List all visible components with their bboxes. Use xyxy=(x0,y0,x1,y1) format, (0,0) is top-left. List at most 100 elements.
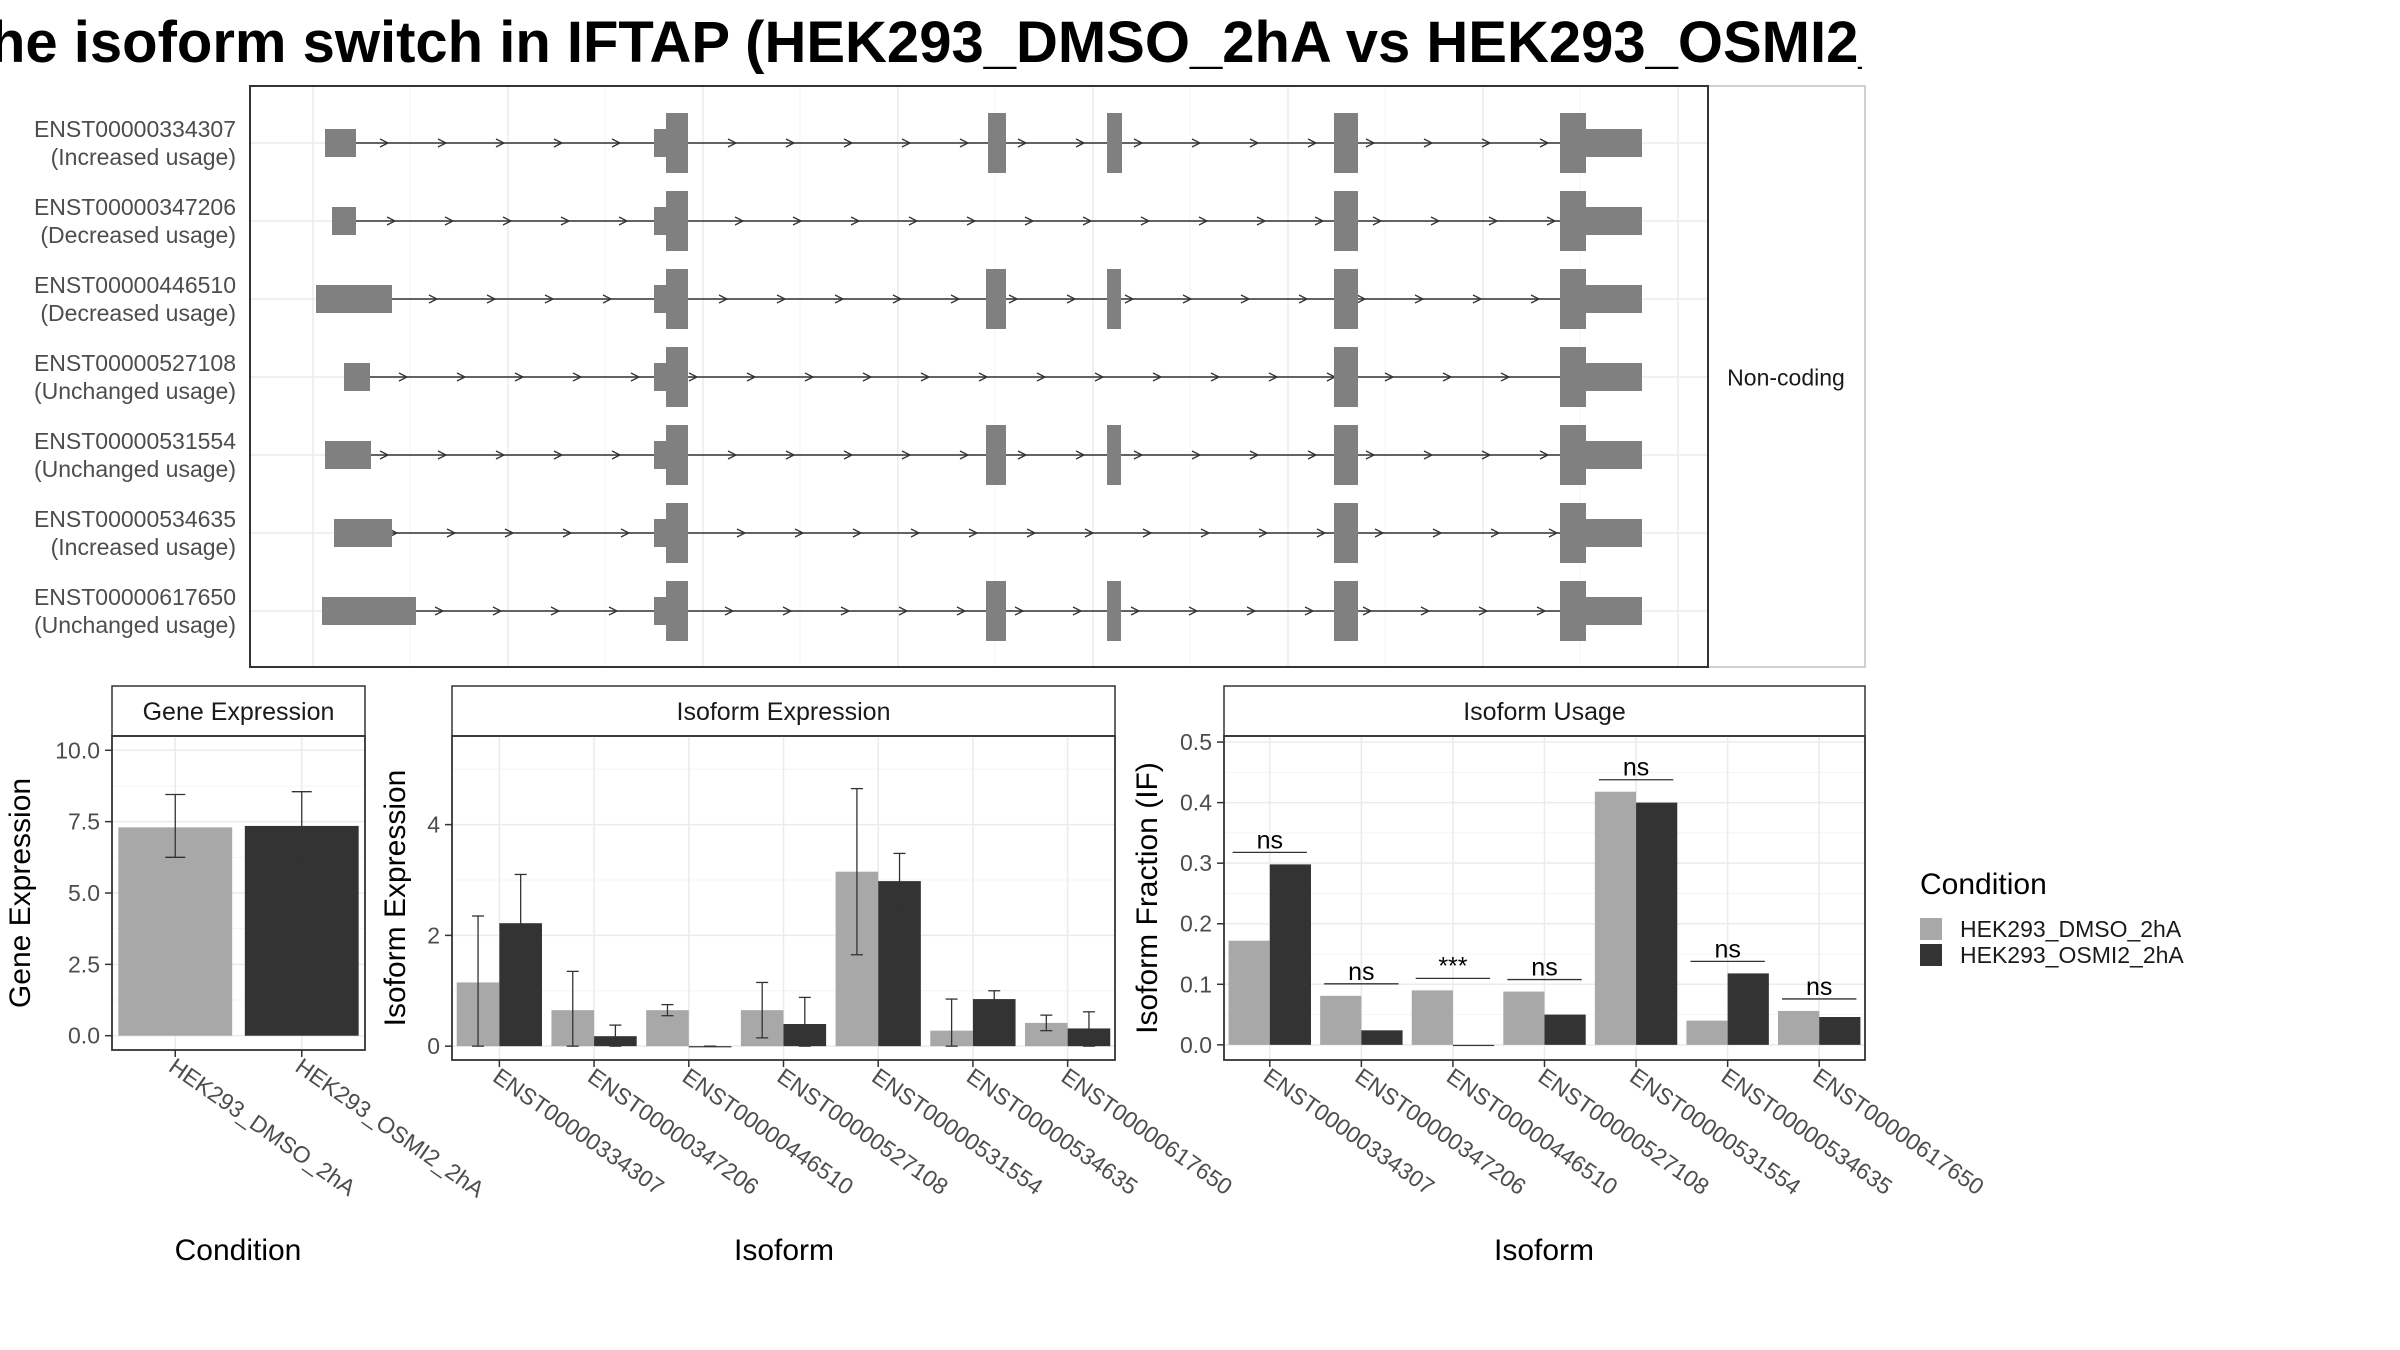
y-tick-label: 0.1 xyxy=(1180,971,1212,997)
intron-arrow xyxy=(1017,450,1028,460)
intron-arrow xyxy=(1472,294,1483,304)
x-tick-label: ENST00000446510 xyxy=(678,1063,858,1200)
intron-arrow xyxy=(1191,138,1202,148)
x-tick-label: ENST00000617650 xyxy=(1057,1063,1237,1200)
exon-block xyxy=(1334,347,1358,407)
structure-panel-border xyxy=(249,85,1709,668)
y-tick-label: 10.0 xyxy=(55,737,100,763)
intron-arrow xyxy=(1314,216,1325,226)
intron-arrow xyxy=(843,450,854,460)
intron-arrow xyxy=(1140,216,1151,226)
x-tick-label: ENST00000617650 xyxy=(1808,1063,1988,1200)
intron-arrow xyxy=(776,294,787,304)
intron-arrow xyxy=(1008,294,1019,304)
intron-arrow xyxy=(379,450,390,460)
intron-arrow xyxy=(1200,528,1211,538)
transcript-usage-label: (Increased usage) xyxy=(51,534,236,560)
intron-arrow xyxy=(1548,528,1559,538)
exon-block xyxy=(988,113,1006,173)
transcript-usage-label: (Unchanged usage) xyxy=(34,456,236,482)
y-tick-label: 7.5 xyxy=(68,809,100,835)
exon-block xyxy=(1560,581,1586,641)
x-tick-label: ENST00000531554 xyxy=(867,1063,1048,1200)
exon-block xyxy=(1334,503,1358,563)
intron-arrow xyxy=(966,216,977,226)
intron-arrow xyxy=(560,216,571,226)
bar xyxy=(1320,995,1362,1045)
exon-utr-block xyxy=(325,441,371,469)
intron-arrow xyxy=(1142,528,1153,538)
isoform-usage-panel: Isoform Usage ns ns *** ns ns ns ns 0.0 0.1 0.2 0.3… xyxy=(1131,685,1989,1267)
intron-arrow xyxy=(1094,372,1105,382)
intron-arrow xyxy=(1017,138,1028,148)
exon-utr-block xyxy=(654,285,668,313)
intron-arrow xyxy=(898,606,909,616)
y-tick-label: 0 xyxy=(427,1033,440,1059)
intron-arrow xyxy=(572,372,583,382)
intron-arrow xyxy=(1423,138,1434,148)
exon-block xyxy=(1560,347,1586,407)
intron-arrow xyxy=(1240,294,1251,304)
y-axis-title: Gene Expression xyxy=(4,778,37,1008)
intron-arrow xyxy=(562,528,573,538)
exon-utr-block xyxy=(1584,519,1642,547)
intron-arrow xyxy=(1430,216,1441,226)
intron-arrow xyxy=(1210,372,1221,382)
intron-arrow xyxy=(620,528,631,538)
intron-arrow xyxy=(792,216,803,226)
exon-block xyxy=(666,347,688,407)
intron-arrow xyxy=(1362,606,1373,616)
intron-arrow xyxy=(437,450,448,460)
intron-arrow xyxy=(1191,450,1202,460)
exon-utr-block xyxy=(334,519,392,547)
intron-arrow xyxy=(978,372,989,382)
intron-arrow xyxy=(502,216,513,226)
intron-arrow xyxy=(1130,606,1141,616)
intron-arrow xyxy=(446,528,457,538)
intron-arrow xyxy=(1365,450,1376,460)
intron-arrow xyxy=(1530,294,1541,304)
intron-arrow xyxy=(968,528,979,538)
intron-arrow xyxy=(630,372,641,382)
intron-arrow xyxy=(852,528,863,538)
intron-arrow xyxy=(1414,294,1425,304)
bar xyxy=(1269,864,1311,1045)
y-tick-label: 2.5 xyxy=(68,951,100,977)
bar xyxy=(1411,990,1453,1045)
intron-arrow xyxy=(1268,372,1279,382)
bar xyxy=(1727,973,1769,1045)
exon-block xyxy=(1560,191,1586,251)
intron-arrow xyxy=(734,216,745,226)
x-tick-label: ENST00000334307 xyxy=(488,1063,668,1200)
exon-utr-block xyxy=(322,597,416,625)
exon-block xyxy=(1107,581,1121,641)
panel-title: Isoform Expression xyxy=(677,698,891,726)
y-tick-label: 2 xyxy=(427,922,440,948)
intron-arrow xyxy=(834,294,845,304)
bar xyxy=(1778,1010,1820,1045)
intron-arrow xyxy=(1026,528,1037,538)
transcript-usage-label: (Decreased usage) xyxy=(40,222,236,248)
intron-arrow xyxy=(843,138,854,148)
transcript-usage-label: (Unchanged usage) xyxy=(34,612,236,638)
exon-block xyxy=(1107,269,1121,329)
transcript-usage-label: (Unchanged usage) xyxy=(34,378,236,404)
intron-arrow xyxy=(611,138,622,148)
intron-arrow xyxy=(1198,216,1209,226)
exon-utr-block xyxy=(654,207,668,235)
intron-arrow xyxy=(504,528,515,538)
intron-arrow xyxy=(727,138,738,148)
intron-arrow xyxy=(1432,528,1443,538)
exon-block xyxy=(1560,503,1586,563)
intron-arrow xyxy=(1372,216,1383,226)
x-tick-label: ENST00000347206 xyxy=(1350,1063,1530,1200)
significance-label: *** xyxy=(1438,952,1467,980)
intron-arrow xyxy=(724,606,735,616)
exon-utr-block xyxy=(1584,597,1642,625)
exon-block xyxy=(666,425,688,485)
intron-arrow xyxy=(959,450,970,460)
y-tick-label: 5.0 xyxy=(68,880,100,906)
x-tick-label: ENST00000446510 xyxy=(1442,1063,1622,1200)
y-tick-label: 0.0 xyxy=(68,1023,100,1049)
